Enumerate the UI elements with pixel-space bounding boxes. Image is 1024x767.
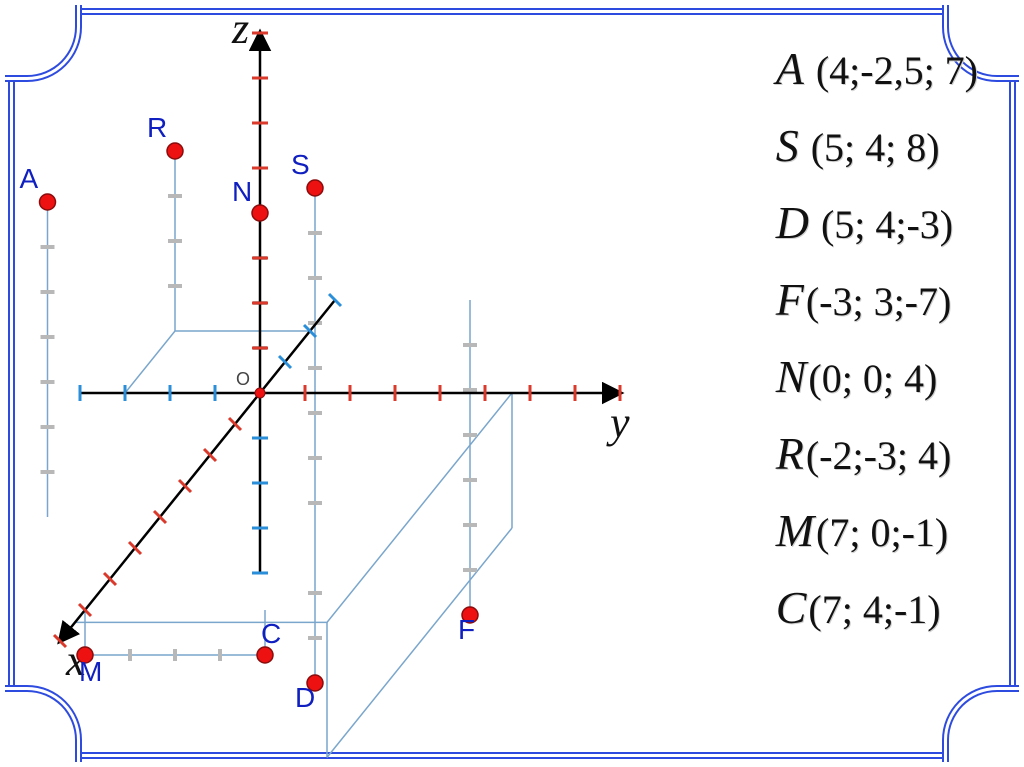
point-label-m: M	[79, 656, 102, 687]
list-item: S (5; 4; 8)	[776, 119, 978, 172]
point-label-n: N	[232, 176, 252, 207]
list-item: N(0; 0; 4)	[776, 350, 978, 403]
point-label-f: F	[458, 614, 475, 645]
point-label-c: C	[261, 618, 281, 649]
list-item: C(7; 4;-1)	[776, 581, 978, 634]
point-a	[40, 194, 56, 210]
list-item: M(7; 0;-1)	[776, 504, 978, 557]
point-label-d: D	[295, 682, 315, 713]
list-item: R(-2;-3; 4)	[776, 427, 978, 480]
svg-text:z: z	[231, 4, 249, 53]
list-item: D (5; 4;-3)	[776, 196, 978, 249]
list-item: F(-3; 3;-7)	[776, 273, 978, 326]
point-label-a: A	[20, 163, 39, 194]
list-item: A (4;-2,5; 7)	[776, 42, 978, 95]
point-label-r: R	[147, 112, 167, 143]
point-n	[252, 205, 268, 221]
point-s	[307, 180, 323, 196]
point-label-s: S	[291, 149, 310, 180]
coordinates-list: A (4;-2,5; 7) S (5; 4; 8) D (5; 4;-3) F(…	[776, 42, 978, 658]
point-r	[167, 143, 183, 159]
svg-text:O: O	[236, 369, 250, 389]
point-c	[257, 647, 273, 663]
svg-text:y: y	[606, 398, 630, 447]
